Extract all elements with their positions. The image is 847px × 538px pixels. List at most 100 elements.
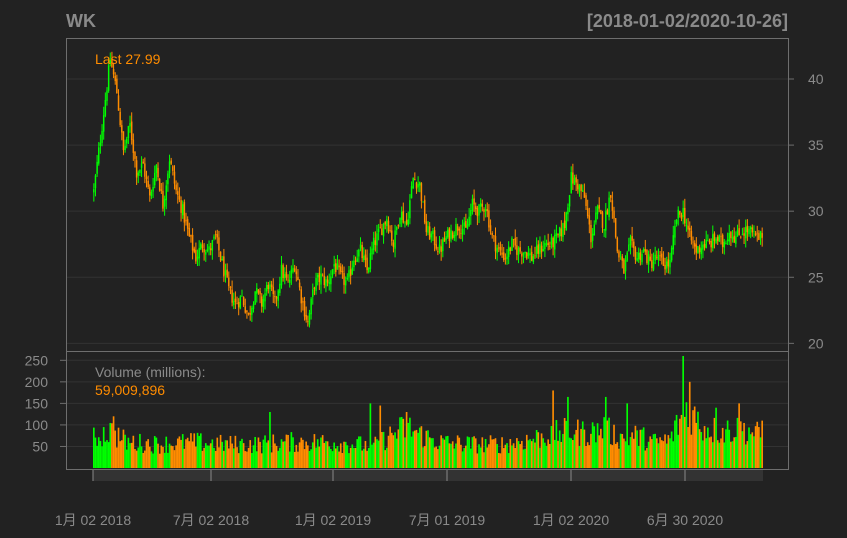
volume-bar	[611, 445, 614, 468]
volume-bar	[331, 451, 334, 468]
volume-bar	[109, 422, 112, 468]
candle-body	[295, 271, 298, 275]
candle-body	[721, 234, 724, 247]
volume-bar	[241, 438, 243, 468]
candle-body	[647, 254, 650, 265]
volume-bar	[178, 436, 181, 468]
volume-bar	[738, 403, 740, 468]
candle-body	[236, 303, 238, 304]
volume-bar	[448, 443, 451, 468]
volume-bar	[371, 444, 373, 468]
candle-body	[399, 217, 401, 225]
volume-bar	[669, 438, 671, 468]
volume-bar	[93, 427, 95, 468]
candle-body	[669, 260, 671, 268]
candle-body	[297, 276, 299, 281]
candle-body	[712, 234, 714, 249]
candle-body	[715, 238, 717, 243]
candle-body	[325, 279, 327, 287]
volume-bar	[208, 445, 210, 468]
volume-bar	[344, 441, 347, 468]
last-price-label: Last 27.99	[95, 51, 161, 67]
candle-body	[162, 190, 164, 209]
candle-body	[367, 267, 370, 273]
candle-body	[392, 242, 395, 247]
volume-bar	[441, 438, 444, 468]
candle-body	[310, 298, 312, 315]
candle-body	[259, 291, 261, 295]
candle-body	[149, 187, 151, 196]
volume-bar	[262, 439, 265, 468]
candle-body	[178, 195, 181, 200]
candle-body	[145, 176, 148, 179]
volume-bar	[586, 442, 589, 468]
volume-bar	[155, 437, 158, 468]
volume-bar	[343, 441, 345, 468]
volume-bar	[372, 442, 375, 468]
candle-body	[552, 237, 554, 248]
volume-bar	[703, 426, 706, 468]
volume-bar	[237, 453, 240, 468]
candle-body	[486, 209, 489, 212]
volume-bar	[295, 444, 298, 468]
candle-body	[203, 248, 205, 253]
volume-bar	[418, 427, 421, 468]
volume-bar	[646, 447, 648, 468]
candle-body	[705, 239, 707, 249]
candle-body	[433, 230, 436, 246]
candle-body	[661, 253, 663, 258]
candle-body	[323, 275, 326, 285]
candle-body	[642, 249, 645, 252]
candle-body	[680, 215, 683, 219]
candle-body	[591, 233, 594, 241]
volume-bar	[176, 438, 179, 468]
candle-body	[173, 171, 176, 184]
candle-body	[124, 145, 126, 150]
volume-bar	[172, 446, 174, 468]
volume-bar	[432, 438, 434, 468]
candle-body	[130, 121, 133, 140]
candle-body	[293, 268, 296, 272]
candle-body	[168, 161, 171, 174]
candle-body	[280, 264, 283, 286]
candle-body	[540, 245, 543, 253]
candle-body	[438, 244, 441, 251]
volume-bar	[636, 430, 638, 468]
volume-bar	[548, 444, 551, 468]
candle-body	[718, 235, 721, 242]
volume-bar	[754, 426, 757, 468]
candle-body	[369, 253, 372, 269]
candle-body	[478, 204, 480, 216]
candle-body	[695, 244, 698, 253]
volume-bar	[157, 443, 159, 468]
volume-bar	[657, 443, 660, 468]
candle-body	[409, 200, 411, 219]
volume-bar	[142, 452, 145, 468]
volume-bar	[743, 422, 745, 468]
volume-bar	[450, 443, 452, 468]
candle-body	[144, 163, 146, 177]
volume-bar	[558, 430, 561, 468]
candle-body	[200, 243, 202, 250]
candle-body	[348, 270, 350, 278]
volume-bar	[497, 452, 500, 468]
candle-body	[636, 258, 638, 261]
time-axis: 1月 02 2018 7月 02 2018 1月 02 2019 7月 01 2019…	[55, 470, 763, 528]
volume-bar	[502, 448, 505, 468]
candle-body	[554, 234, 556, 250]
volume-bar	[512, 443, 515, 468]
candle-body	[578, 185, 581, 192]
candle-body	[713, 233, 716, 241]
candle-body	[494, 235, 497, 252]
volume-bar	[242, 443, 245, 468]
candle-body	[155, 165, 158, 174]
candle-body	[316, 274, 319, 278]
volume-bar	[407, 422, 410, 468]
volume-bar	[221, 441, 224, 468]
volume-bar	[718, 442, 721, 468]
candle-body	[137, 172, 140, 176]
candle-body	[231, 289, 233, 303]
candle-body	[142, 161, 144, 164]
candle-body	[331, 269, 334, 276]
volume-bar	[140, 446, 143, 468]
